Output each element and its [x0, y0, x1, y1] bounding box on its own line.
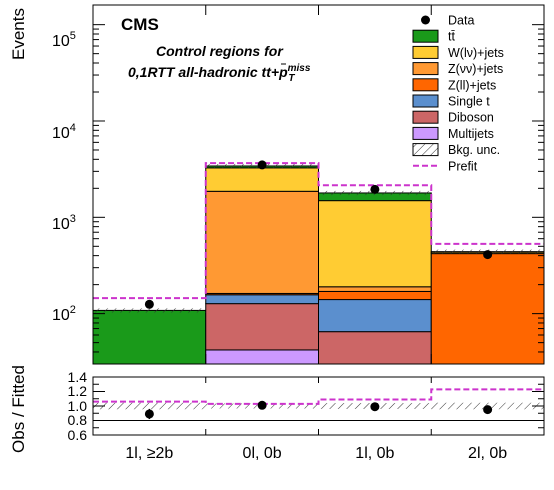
- bar-singlet: [205, 294, 319, 305]
- y-axis-title-bottom: Obs / Fitted: [9, 365, 28, 453]
- bar-znunu: [318, 286, 432, 292]
- bar-wjets: [318, 200, 432, 288]
- bottom-axis-ticks: [93, 376, 544, 436]
- y-tick-label: 105: [52, 30, 76, 50]
- prefit-line: [93, 162, 544, 300]
- bottom-y-tick-labels: 0.6 0.8 1.0 1.2 1.4: [68, 369, 88, 443]
- legend-swatch-unc: [412, 143, 439, 157]
- legend-swatch-singlet: [412, 94, 439, 108]
- x-tick-label: 2l, 0b: [468, 445, 507, 462]
- bar-zll: [430, 253, 544, 364]
- legend-label: Prefit: [448, 159, 478, 173]
- x-tick-label: 1l, ≥2b: [125, 445, 173, 462]
- data-point: [370, 184, 380, 194]
- y-tick-label: 0.8: [68, 412, 88, 428]
- experiment-label: CMS: [121, 15, 159, 34]
- uncertainty-hatch: [93, 308, 206, 313]
- y-tick-label: 1.0: [68, 398, 88, 414]
- legend-swatch-multijets: [412, 126, 439, 140]
- ratio-data-point: [370, 402, 380, 412]
- prefit-step: [93, 162, 544, 300]
- x-tick-labels: 1l, ≥2b 0l, 0b 1l, 0b 2l, 0b: [125, 445, 507, 462]
- legend-label: Bkg. unc.: [448, 143, 500, 157]
- ratio-prefit-step: [93, 388, 544, 405]
- legend: Data tt̄ W(lν)+jets Z(νν)+jets Z(ll)+jets Sin…: [412, 14, 504, 173]
- data-point: [144, 299, 154, 309]
- legend-label: Multijets: [448, 127, 494, 141]
- y-tick-label: 104: [52, 122, 76, 142]
- top-axis-ticks: [93, 5, 544, 365]
- y-tick-label: 102: [52, 304, 76, 324]
- y-tick-label: 1.2: [68, 383, 88, 399]
- legend-swatch-ttbar: [412, 29, 439, 43]
- bar-zll: [318, 290, 432, 301]
- top-y-tick-labels: 102 103 104 105: [52, 30, 76, 324]
- stacked-bars: [93, 165, 544, 364]
- y-tick-label: 1.4: [68, 369, 88, 385]
- legend-swatch-diboson: [412, 110, 439, 124]
- data-point: [257, 160, 267, 170]
- legend-label: Single t: [448, 95, 490, 109]
- legend-label: Z(ll)+jets: [448, 78, 496, 92]
- legend-swatch-znunu: [412, 62, 439, 76]
- x-tick-label: 1l, 0b: [355, 445, 394, 462]
- legend-label: Z(νν)+jets: [448, 62, 503, 76]
- bar-diboson: [205, 303, 319, 351]
- legend-label: tt̄: [448, 30, 455, 44]
- bar-wjets: [205, 167, 319, 192]
- y-axis-title-top: Events: [9, 8, 28, 60]
- legend-marker-data: [421, 15, 430, 25]
- chart-title-line1: Control regions for: [156, 43, 284, 59]
- ratio-data-point: [483, 405, 493, 415]
- ratio-prefit-line: [93, 388, 544, 405]
- bar-diboson: [318, 331, 432, 364]
- bar-znunu: [205, 190, 319, 294]
- legend-label: Diboson: [448, 111, 494, 125]
- bar-singlet: [430, 363, 544, 364]
- chart-title-line2: 0,1RTT all-hadronic tt+pmiss T: [128, 63, 311, 84]
- x-tick-label: 0l, 0b: [243, 445, 282, 462]
- legend-label: W(lν)+jets: [448, 46, 504, 60]
- data-points: [144, 160, 493, 309]
- legend-swatch-zll: [412, 78, 439, 92]
- y-tick-label: 0.6: [68, 427, 88, 443]
- ratio-uncertainty-hatch: [93, 402, 206, 410]
- legend-label: Data: [448, 14, 474, 28]
- data-point: [483, 250, 493, 260]
- legend-swatch-wjets: [412, 45, 439, 59]
- ratio-data-point: [257, 400, 267, 410]
- ratio-data-point: [144, 409, 154, 419]
- bar-singlet: [318, 299, 432, 333]
- ratio-data-points: [144, 400, 493, 420]
- y-tick-label: 103: [52, 213, 76, 233]
